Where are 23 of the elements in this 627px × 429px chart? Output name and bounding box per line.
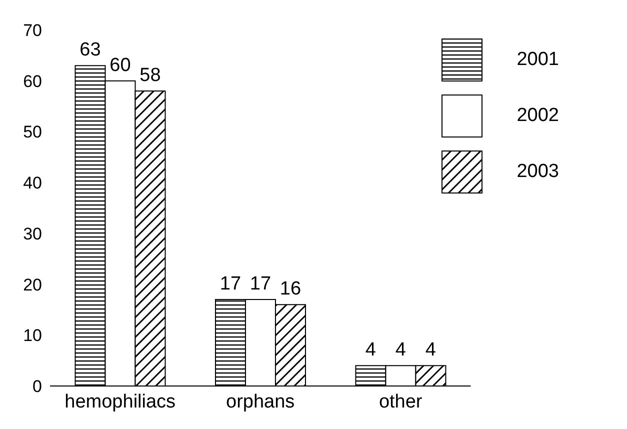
y-tick-label: 10 bbox=[23, 326, 42, 346]
y-tick-label: 60 bbox=[23, 72, 42, 91]
data-label: 63 bbox=[80, 40, 101, 61]
y-tick-label: 50 bbox=[23, 122, 42, 142]
y-tick-label: 0 bbox=[32, 377, 42, 396]
data-label: 4 bbox=[365, 340, 376, 361]
legend-label: 2002 bbox=[516, 105, 559, 127]
y-tick-label: 20 bbox=[23, 275, 42, 294]
data-label: 17 bbox=[250, 274, 272, 295]
legend-label: 2001 bbox=[516, 49, 559, 71]
legend-label: 2003 bbox=[516, 161, 559, 183]
data-label: 4 bbox=[425, 340, 436, 361]
data-label: 60 bbox=[110, 54, 131, 76]
data-label: 4 bbox=[395, 340, 406, 361]
y-tick-label: 30 bbox=[23, 224, 42, 244]
y-tick-label: 70 bbox=[23, 21, 42, 40]
x-tick-label: orphans bbox=[226, 391, 295, 412]
x-tick-label: hemophiliacs bbox=[64, 391, 176, 412]
data-label: 58 bbox=[140, 65, 161, 86]
data-label: 17 bbox=[220, 274, 242, 295]
data-label: 16 bbox=[280, 278, 302, 300]
y-tick-label: 40 bbox=[23, 174, 42, 193]
x-tick-label: other bbox=[378, 391, 423, 412]
